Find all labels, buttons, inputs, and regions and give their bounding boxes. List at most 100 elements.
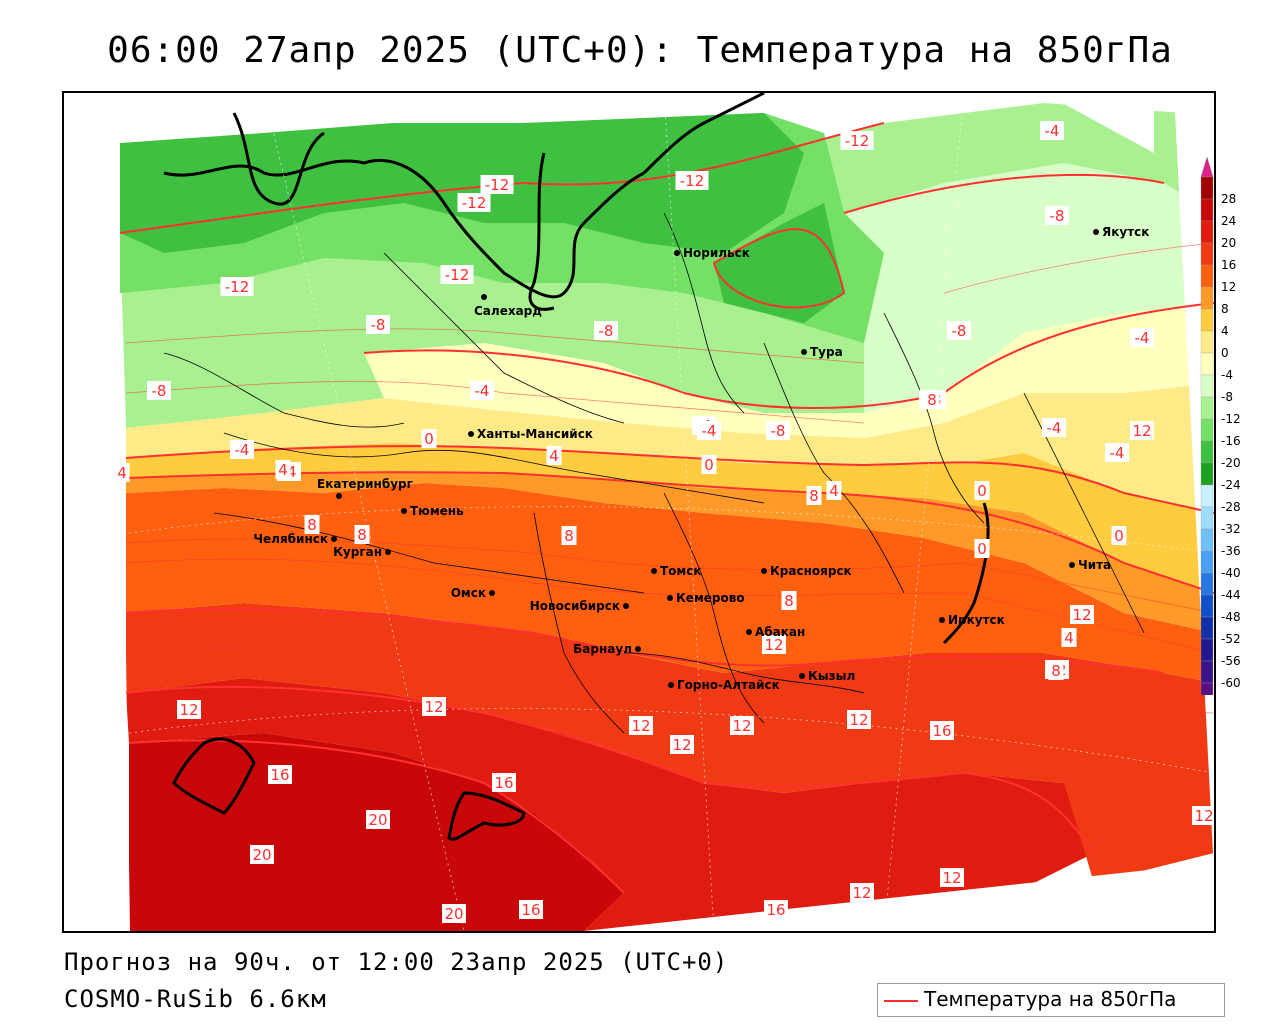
- svg-text:20: 20: [252, 846, 271, 864]
- colorbar-tick-label: -52: [1221, 632, 1241, 646]
- isotherm-label: -8: [147, 381, 171, 400]
- isotherm-label: -12: [675, 171, 709, 190]
- isotherm-label: 20: [366, 810, 390, 829]
- city-dot-icon: [746, 629, 752, 635]
- svg-text:16: 16: [494, 774, 513, 792]
- city-marker: Красноярск: [761, 564, 852, 578]
- colorbar-cell: [1200, 484, 1214, 508]
- city-dot-icon: [489, 590, 495, 596]
- city-label: Тура: [810, 345, 843, 359]
- city-marker: Салехард: [474, 294, 542, 318]
- svg-text:-4: -4: [702, 422, 717, 440]
- isotherm-label: 12: [629, 716, 653, 735]
- city-dot-icon: [336, 493, 342, 499]
- svg-text:12: 12: [849, 711, 868, 729]
- colorbar-cell: [1200, 616, 1214, 640]
- colorbar-cell: [1200, 638, 1214, 662]
- svg-text:20: 20: [368, 811, 387, 829]
- svg-text:4: 4: [278, 461, 288, 479]
- band-16: [126, 678, 1094, 931]
- isotherm-label: 20: [250, 845, 274, 864]
- svg-text:0: 0: [424, 430, 434, 448]
- city-dot-icon: [801, 349, 807, 355]
- colorbar-tick-label: 4: [1221, 324, 1229, 338]
- temperature-colorbar: 28 24 20 16 12 8 4 0 -4 -8 -12 -16 -20 -24 -28 -32 -36 -4…: [1200, 156, 1241, 695]
- svg-text:8: 8: [307, 516, 317, 534]
- colorbar-tick-label: -32: [1221, 522, 1241, 536]
- svg-text:12: 12: [672, 736, 691, 754]
- colorbar-cell: [1200, 308, 1214, 332]
- colorbar-tick-label: -56: [1221, 654, 1241, 668]
- city-dot-icon: [761, 568, 767, 574]
- isotherm-label: -4: [697, 421, 721, 440]
- svg-text:-8: -8: [771, 422, 786, 440]
- isotherm-label: 4: [114, 463, 130, 482]
- colorbar-tick-label: -28: [1221, 500, 1241, 514]
- svg-text:-12: -12: [462, 194, 487, 212]
- city-dot-icon: [401, 508, 407, 514]
- city-marker: Тура: [801, 345, 843, 359]
- city-dot-icon: [331, 536, 337, 542]
- city-label: Новосибирск: [530, 599, 620, 613]
- city-label: Норильск: [683, 246, 750, 260]
- city-marker: Екатеринбург: [317, 477, 413, 499]
- band-20-plus: [129, 733, 624, 931]
- svg-text:-12: -12: [485, 176, 510, 194]
- colorbar-cell: [1200, 264, 1214, 288]
- forecast-info: Прогноз на 90ч. от 12:00 23апр 2025 (UTC…: [64, 948, 729, 976]
- colorbar-cell: [1200, 198, 1214, 222]
- colorbar-cell: [1200, 352, 1214, 376]
- isotherm-label: 12: [730, 716, 754, 735]
- svg-text:0: 0: [977, 482, 987, 500]
- city-marker: Челябинск: [253, 532, 337, 546]
- svg-text:12: 12: [179, 701, 198, 719]
- band-4: [126, 471, 1214, 633]
- isotherm-label: 8: [806, 486, 822, 505]
- city-marker: Кемерово: [667, 591, 745, 605]
- isotherm-label: -4: [1042, 418, 1066, 437]
- svg-text:4: 4: [117, 464, 127, 482]
- colorbar-cell: [1200, 550, 1214, 574]
- colorbar-cell: [1200, 572, 1214, 596]
- city-label: Томск: [660, 564, 702, 578]
- svg-text:8: 8: [927, 391, 937, 409]
- colorbar-tick-label: -44: [1221, 588, 1241, 602]
- isotherm-label: 12: [177, 700, 201, 719]
- city-dot-icon: [481, 294, 487, 300]
- colorbar-cell: [1200, 418, 1214, 442]
- colorbar-tick-label: 20: [1221, 236, 1236, 250]
- svg-text:-8: -8: [371, 316, 386, 334]
- svg-text:12: 12: [631, 717, 650, 735]
- city-label: Омск: [451, 586, 486, 600]
- isotherm-label: 4: [826, 481, 842, 500]
- colorbar-cell: [1200, 594, 1214, 618]
- svg-text:12: 12: [1194, 807, 1213, 825]
- colorbar-tick-label: -8: [1221, 390, 1233, 404]
- temperature-map: -12-12-12-12-12-12-4-8-8-8-8-4-8-4-8-4-8…: [64, 93, 1214, 931]
- colorbar-cell: [1200, 286, 1214, 310]
- city-label: Красноярск: [770, 564, 852, 578]
- colorbar-cell: [1200, 374, 1214, 398]
- svg-text:12: 12: [1072, 606, 1091, 624]
- isotherm-label: 0: [974, 481, 990, 500]
- colorbar-tick-label: -16: [1221, 434, 1241, 448]
- colorbar-top-arrow-icon: [1200, 156, 1214, 178]
- isotherm-labels: -12-12-12-12-12-12-4-8-8-8-8-4-8-4-8-4-8…: [114, 121, 1214, 923]
- isotherm-label: 0: [974, 539, 990, 558]
- legend-line-swatch: [884, 1000, 918, 1002]
- isotherm-label: 12: [1070, 605, 1094, 624]
- isotherm-label: -4: [230, 440, 254, 459]
- colorbar-tick-label: 16: [1221, 258, 1236, 272]
- isotherm-label: 16: [268, 765, 292, 784]
- colorbar-tick-label: -24: [1221, 478, 1241, 492]
- city-label: Екатеринбург: [317, 477, 413, 491]
- colorbar-cell: [1200, 682, 1214, 695]
- colorbar-cell: [1200, 462, 1214, 486]
- legend-box: Температура на 850гПа: [877, 983, 1225, 1017]
- isotherm-label: -8: [366, 315, 390, 334]
- city-marker: Барнаул: [573, 642, 641, 656]
- isotherm-label: 4: [275, 460, 291, 479]
- svg-text:8: 8: [809, 487, 819, 505]
- isotherm-label: -8: [947, 321, 971, 340]
- isotherm-label: 8: [304, 515, 320, 534]
